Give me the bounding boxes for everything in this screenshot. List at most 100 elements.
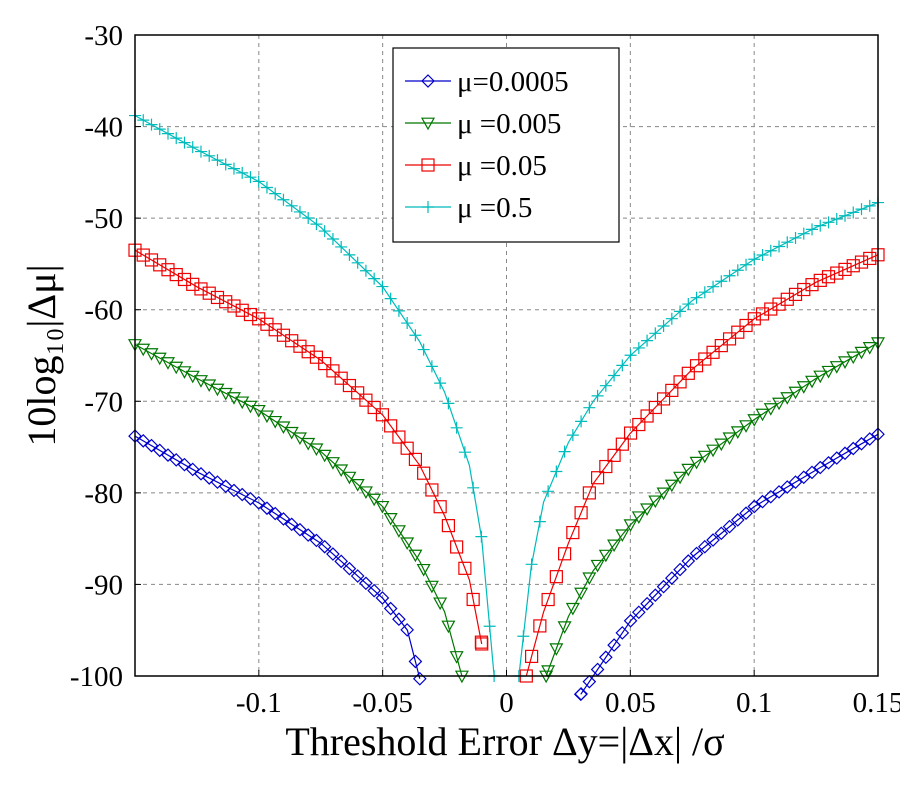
data-point [772,297,786,311]
data-point [813,460,828,475]
data-point [681,463,696,477]
data-point [780,292,794,306]
legend-marker [422,201,434,213]
data-point [177,457,192,472]
data-point [558,547,572,561]
data-point [565,602,580,616]
data-point [855,203,868,216]
data-point [318,356,332,371]
data-point [227,162,240,175]
legend-label: μ =0.005 [457,108,561,140]
data-point [433,597,448,611]
data-point [558,445,571,458]
data-point [441,620,456,634]
data-point [706,345,720,359]
data-point [334,464,349,478]
data-point [598,549,613,563]
y-tick-label: -50 [84,203,123,235]
y-tick-label: -90 [84,569,123,601]
data-point [773,240,786,253]
data-point [169,453,184,467]
data-point [649,327,662,340]
data-point [582,486,596,500]
data-point [863,199,876,212]
data-point [739,420,754,433]
data-point [343,248,356,261]
data-point [575,415,588,428]
data-point [707,280,720,293]
y-tick-label: -40 [84,112,123,144]
data-point [664,571,679,585]
data-point [689,546,704,561]
data-point [325,457,340,470]
data-point [829,451,844,465]
data-point [416,563,431,577]
data-point [566,429,579,442]
data-point [152,443,167,458]
legend-item: μ =0.005 [405,108,561,140]
series-2 [127,337,886,684]
data-point [392,612,406,627]
legend-label: μ =0.05 [457,150,547,182]
legend-label: μ =0.5 [457,192,532,224]
data-point [681,366,695,380]
data-point [698,352,712,366]
data-point [838,262,852,277]
data-point [326,364,340,378]
data-point [383,601,398,616]
data-point [854,436,869,451]
data-point [434,377,447,390]
data-point [144,438,159,453]
x-axis-title: Threshold Error Δy=|Δx| /σ [285,719,724,764]
data-point [309,443,324,457]
data-point [375,591,390,605]
data-point [821,455,836,470]
data-point [781,236,794,249]
data-point [541,592,555,607]
data-point [525,558,538,571]
data-point [367,583,382,598]
data-point [648,588,663,603]
x-ticks: -0.1 -0.05 0 0.05 0.1 0.15 [236,670,900,719]
y-tick-label: -100 [70,661,123,693]
data-point [475,530,488,543]
series-line [134,343,463,677]
data-point [441,519,455,533]
data-point [764,302,778,316]
data-point [161,263,175,277]
data-point [739,506,753,521]
data-point [285,199,298,212]
data-point [615,529,630,543]
data-point [542,485,555,498]
data-point [566,525,580,540]
data-point [358,486,373,499]
data-point [533,619,547,633]
data-point [755,307,770,321]
data-point [145,118,158,131]
legend-marker [420,117,436,131]
data-point [449,651,464,664]
data-point [367,400,381,415]
data-point [830,213,843,226]
data-point [698,286,711,299]
data-point [367,493,382,507]
series-3 [128,243,885,683]
data-point [251,496,266,510]
data-point [632,341,645,354]
data-point [412,671,427,686]
series-line [545,342,879,677]
legend-marker [421,74,435,88]
data-point [862,432,877,446]
data-point [359,264,372,277]
data-point [788,475,803,489]
data-point [764,244,777,257]
data-point [466,592,480,607]
data-point [483,620,496,633]
data-point [640,409,654,423]
x-tick-label: 0.1 [736,687,772,719]
data-point [608,369,621,382]
data-point [641,334,654,347]
data-point [714,526,729,541]
y-tick-label: -60 [84,295,123,327]
data-point [408,549,423,563]
